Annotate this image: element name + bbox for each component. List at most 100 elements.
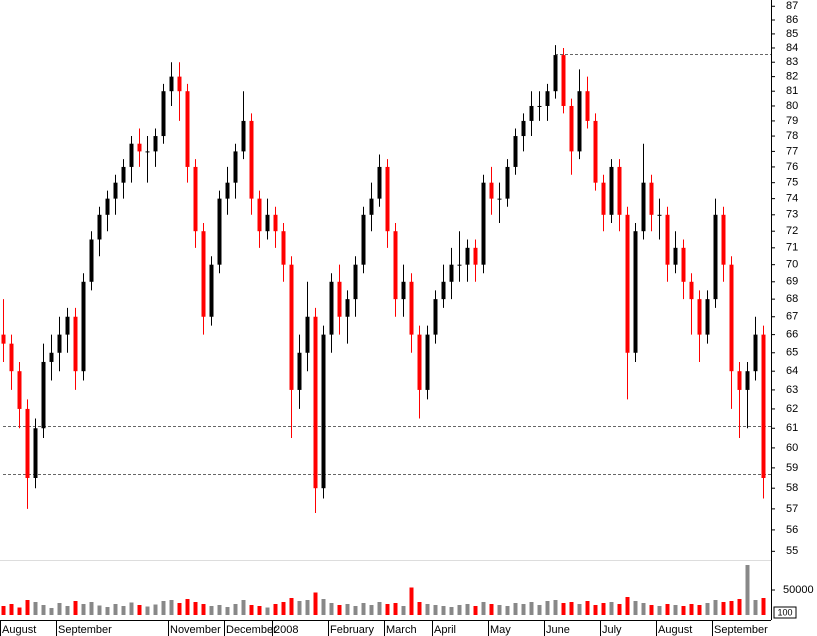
candle-body xyxy=(729,264,734,372)
volume-bar xyxy=(9,604,14,615)
candle-body xyxy=(385,166,390,232)
volume-bar xyxy=(313,592,318,615)
y-tick-label: 57 xyxy=(786,503,798,515)
volume-bar xyxy=(393,603,398,615)
candle-body xyxy=(329,281,334,335)
x-tick-label: December xyxy=(226,624,277,636)
candle-body xyxy=(121,166,126,183)
candle-body xyxy=(745,371,750,390)
candle-body xyxy=(137,143,142,152)
y-tick-label: 63 xyxy=(786,384,798,396)
volume-bar xyxy=(681,606,686,615)
volume-bar xyxy=(41,605,46,615)
candle-body xyxy=(585,91,590,121)
candle-body xyxy=(409,281,414,335)
candle-body xyxy=(89,239,94,282)
candle-body xyxy=(225,182,230,199)
volume-bar xyxy=(337,605,342,615)
candle-body xyxy=(681,247,686,282)
candle-body xyxy=(233,151,238,183)
candle-body xyxy=(81,281,86,372)
candle-body xyxy=(505,166,510,199)
candle-body xyxy=(561,55,566,106)
candle-body xyxy=(737,371,742,390)
volume-bar xyxy=(537,605,542,615)
candle-body xyxy=(305,316,310,353)
volume-bar xyxy=(689,604,694,615)
y-tick-label: 56 xyxy=(786,524,798,536)
candle-body xyxy=(249,120,254,199)
volume-bar xyxy=(545,601,550,615)
volume-bar xyxy=(593,605,598,615)
volume-bar xyxy=(441,606,446,615)
volume-bar xyxy=(241,600,246,615)
y-tick-label: 62 xyxy=(786,403,798,415)
volume-bar xyxy=(377,602,382,615)
x-tick-label: March xyxy=(386,624,417,636)
candle-body xyxy=(25,408,30,478)
candle-body xyxy=(593,120,598,183)
candle-body xyxy=(489,182,494,199)
volume-bar xyxy=(617,604,622,615)
y-tick-label: 73 xyxy=(786,209,798,221)
candle-body xyxy=(321,334,326,489)
candle-body xyxy=(337,281,342,317)
volume-unit: 100 xyxy=(777,607,792,617)
y-tick-label: 80 xyxy=(786,100,798,112)
volume-bar xyxy=(465,604,470,615)
y-tick-label: 60 xyxy=(786,442,798,454)
y-tick-label: 58 xyxy=(786,482,798,494)
candle-body xyxy=(113,182,118,199)
candle-body xyxy=(649,182,654,215)
y-tick-label: 72 xyxy=(786,225,798,237)
volume-bar xyxy=(305,600,310,615)
volume-bar xyxy=(345,604,350,615)
volume-bar xyxy=(57,603,62,615)
candle-body xyxy=(665,214,670,265)
volume-bar xyxy=(97,605,102,615)
volume-bar xyxy=(721,602,726,615)
candle-body xyxy=(497,198,502,200)
volume-bar xyxy=(281,602,286,615)
volume-bar xyxy=(497,605,502,615)
volume-bar xyxy=(121,606,126,615)
candle-body xyxy=(641,182,646,232)
vol-tick-label: 50000 xyxy=(783,584,814,596)
candle-body xyxy=(609,166,614,215)
volume-bar xyxy=(745,565,750,615)
x-tick-label: August xyxy=(2,624,36,636)
y-tick-label: 75 xyxy=(786,177,798,189)
volume-bar xyxy=(529,602,534,615)
y-tick-label: 85 xyxy=(786,28,798,40)
volume-bar xyxy=(233,604,238,615)
volume-bar xyxy=(329,603,334,615)
volume-bar xyxy=(569,602,574,615)
candle-body xyxy=(433,299,438,335)
candle-body xyxy=(345,299,350,317)
volume-bar xyxy=(489,604,494,615)
volume-bar xyxy=(321,599,326,615)
candle-body xyxy=(129,143,134,167)
x-tick-label: February xyxy=(330,624,375,636)
candle-body xyxy=(41,361,46,429)
volume-bar xyxy=(105,607,110,615)
volume-bar xyxy=(425,604,430,615)
volume-bar xyxy=(209,606,214,615)
candle-body xyxy=(577,91,582,152)
volume-bar xyxy=(385,604,390,615)
volume-bar xyxy=(25,600,30,615)
volume-bar xyxy=(297,601,302,615)
candle-body xyxy=(257,198,262,232)
candle-body xyxy=(449,264,454,282)
volume-bar xyxy=(449,607,454,615)
x-tick-label: August xyxy=(658,624,692,636)
volume-bar xyxy=(201,604,206,615)
volume-bar xyxy=(457,605,462,615)
candle-body xyxy=(353,264,358,300)
candle-body xyxy=(73,316,78,372)
candle-body xyxy=(105,198,110,215)
candle-body xyxy=(209,264,214,317)
candle-body xyxy=(281,231,286,265)
candle-body xyxy=(169,76,174,92)
